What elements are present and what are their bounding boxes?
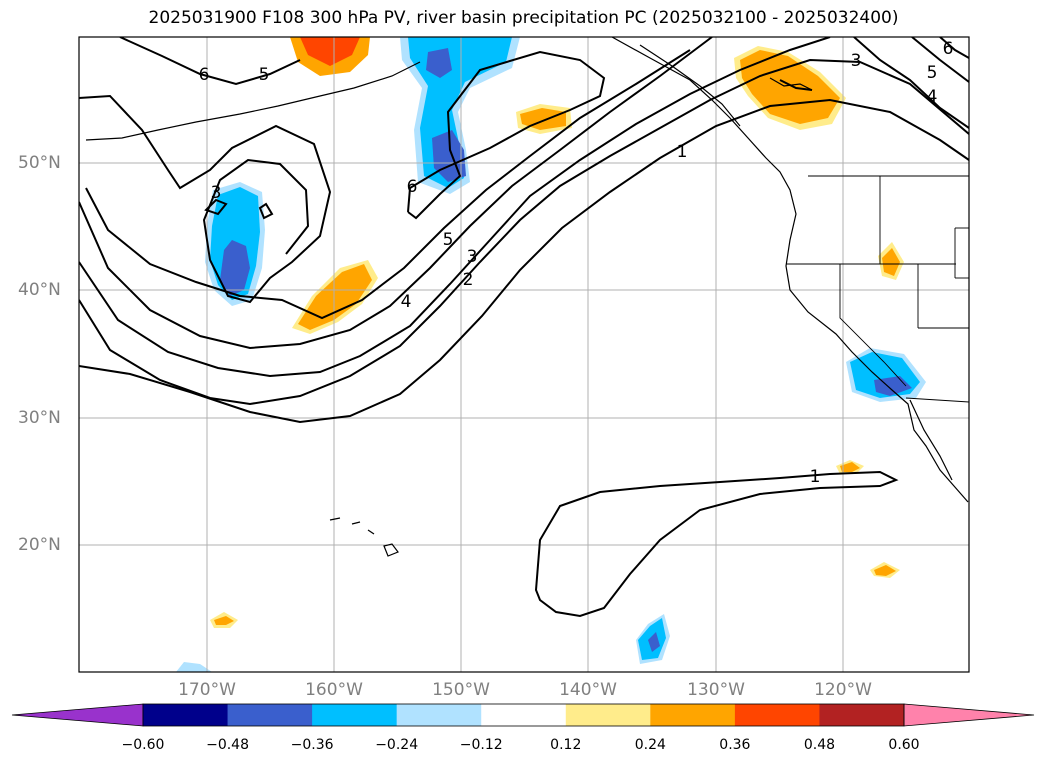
lat-label: 30°N	[18, 408, 61, 428]
map-background	[79, 37, 969, 672]
colorbar-extend-low	[11, 703, 144, 727]
colorbar-tick-label: 0.36	[719, 737, 751, 753]
colorbar-cell	[650, 704, 736, 726]
colorbar-tick-label: −0.24	[375, 737, 419, 753]
contour-label: 1	[677, 142, 688, 162]
contour-label: 3	[211, 183, 222, 203]
map-panel: 1 1 2 3 3 3 4 4 5 5 5 6 6 6	[78, 36, 970, 673]
lon-label: 170°W	[178, 680, 236, 700]
colorbar-tick-label: −0.48	[206, 737, 249, 753]
contour-label: 5	[443, 230, 454, 250]
coastlines	[85, 37, 969, 557]
contour-label: 6	[199, 65, 210, 85]
colorbar-tick-label: 0.24	[634, 737, 666, 753]
pv-contours	[79, 37, 969, 618]
lat-label: 50°N	[18, 153, 61, 173]
colorbar-cell	[396, 704, 482, 726]
contour-label: 6	[407, 177, 418, 197]
colorbar-extend-high	[903, 703, 1035, 727]
colorbar-frame	[142, 703, 905, 727]
contour-label: 6	[943, 39, 954, 59]
contour-label: 4	[927, 87, 938, 107]
contour-label: 1	[810, 467, 821, 487]
lat-label: 20°N	[18, 535, 61, 555]
gridlines	[79, 37, 969, 672]
contour-labels: 1 1 2 3 3 3 4 4 5 5 5 6 6 6	[199, 39, 954, 487]
colorbar-tick-label: −0.60	[121, 737, 165, 753]
map-frame	[78, 36, 970, 673]
contour-label: 3	[851, 51, 862, 71]
lon-label: 120°W	[814, 680, 872, 700]
colorbar-cell	[227, 704, 313, 726]
contour-label: 3	[467, 247, 478, 267]
colorbar-tick-label: −0.12	[459, 737, 503, 753]
lon-label: 160°W	[305, 680, 363, 700]
lon-label: 150°W	[432, 680, 490, 700]
colorbar-tick-label: −0.36	[290, 737, 334, 753]
colorbar-tick-label: 0.48	[803, 737, 836, 753]
contour-label: 2	[463, 270, 474, 290]
colorbar-cell	[312, 704, 398, 726]
colorbar-cell	[734, 704, 820, 726]
lon-label: 130°W	[687, 680, 745, 700]
contour-label: 4	[401, 292, 412, 312]
colorbar-cell	[481, 704, 567, 726]
state-borders	[786, 175, 969, 403]
contour-label: 5	[259, 65, 270, 85]
colorbar-cell	[565, 704, 651, 726]
colorbar-cell	[143, 704, 229, 726]
lat-label: 40°N	[18, 280, 61, 300]
colorbar-tick-label: 0.12	[550, 737, 582, 753]
colorbar-cell	[819, 704, 905, 726]
lon-label: 140°W	[559, 680, 617, 700]
contour-label: 5	[927, 63, 938, 83]
colorbar	[11, 703, 1035, 727]
colorbar-tick-label: 0.60	[888, 737, 920, 753]
chart-title: 2025031900 F108 300 hPa PV, river basin …	[148, 8, 899, 28]
